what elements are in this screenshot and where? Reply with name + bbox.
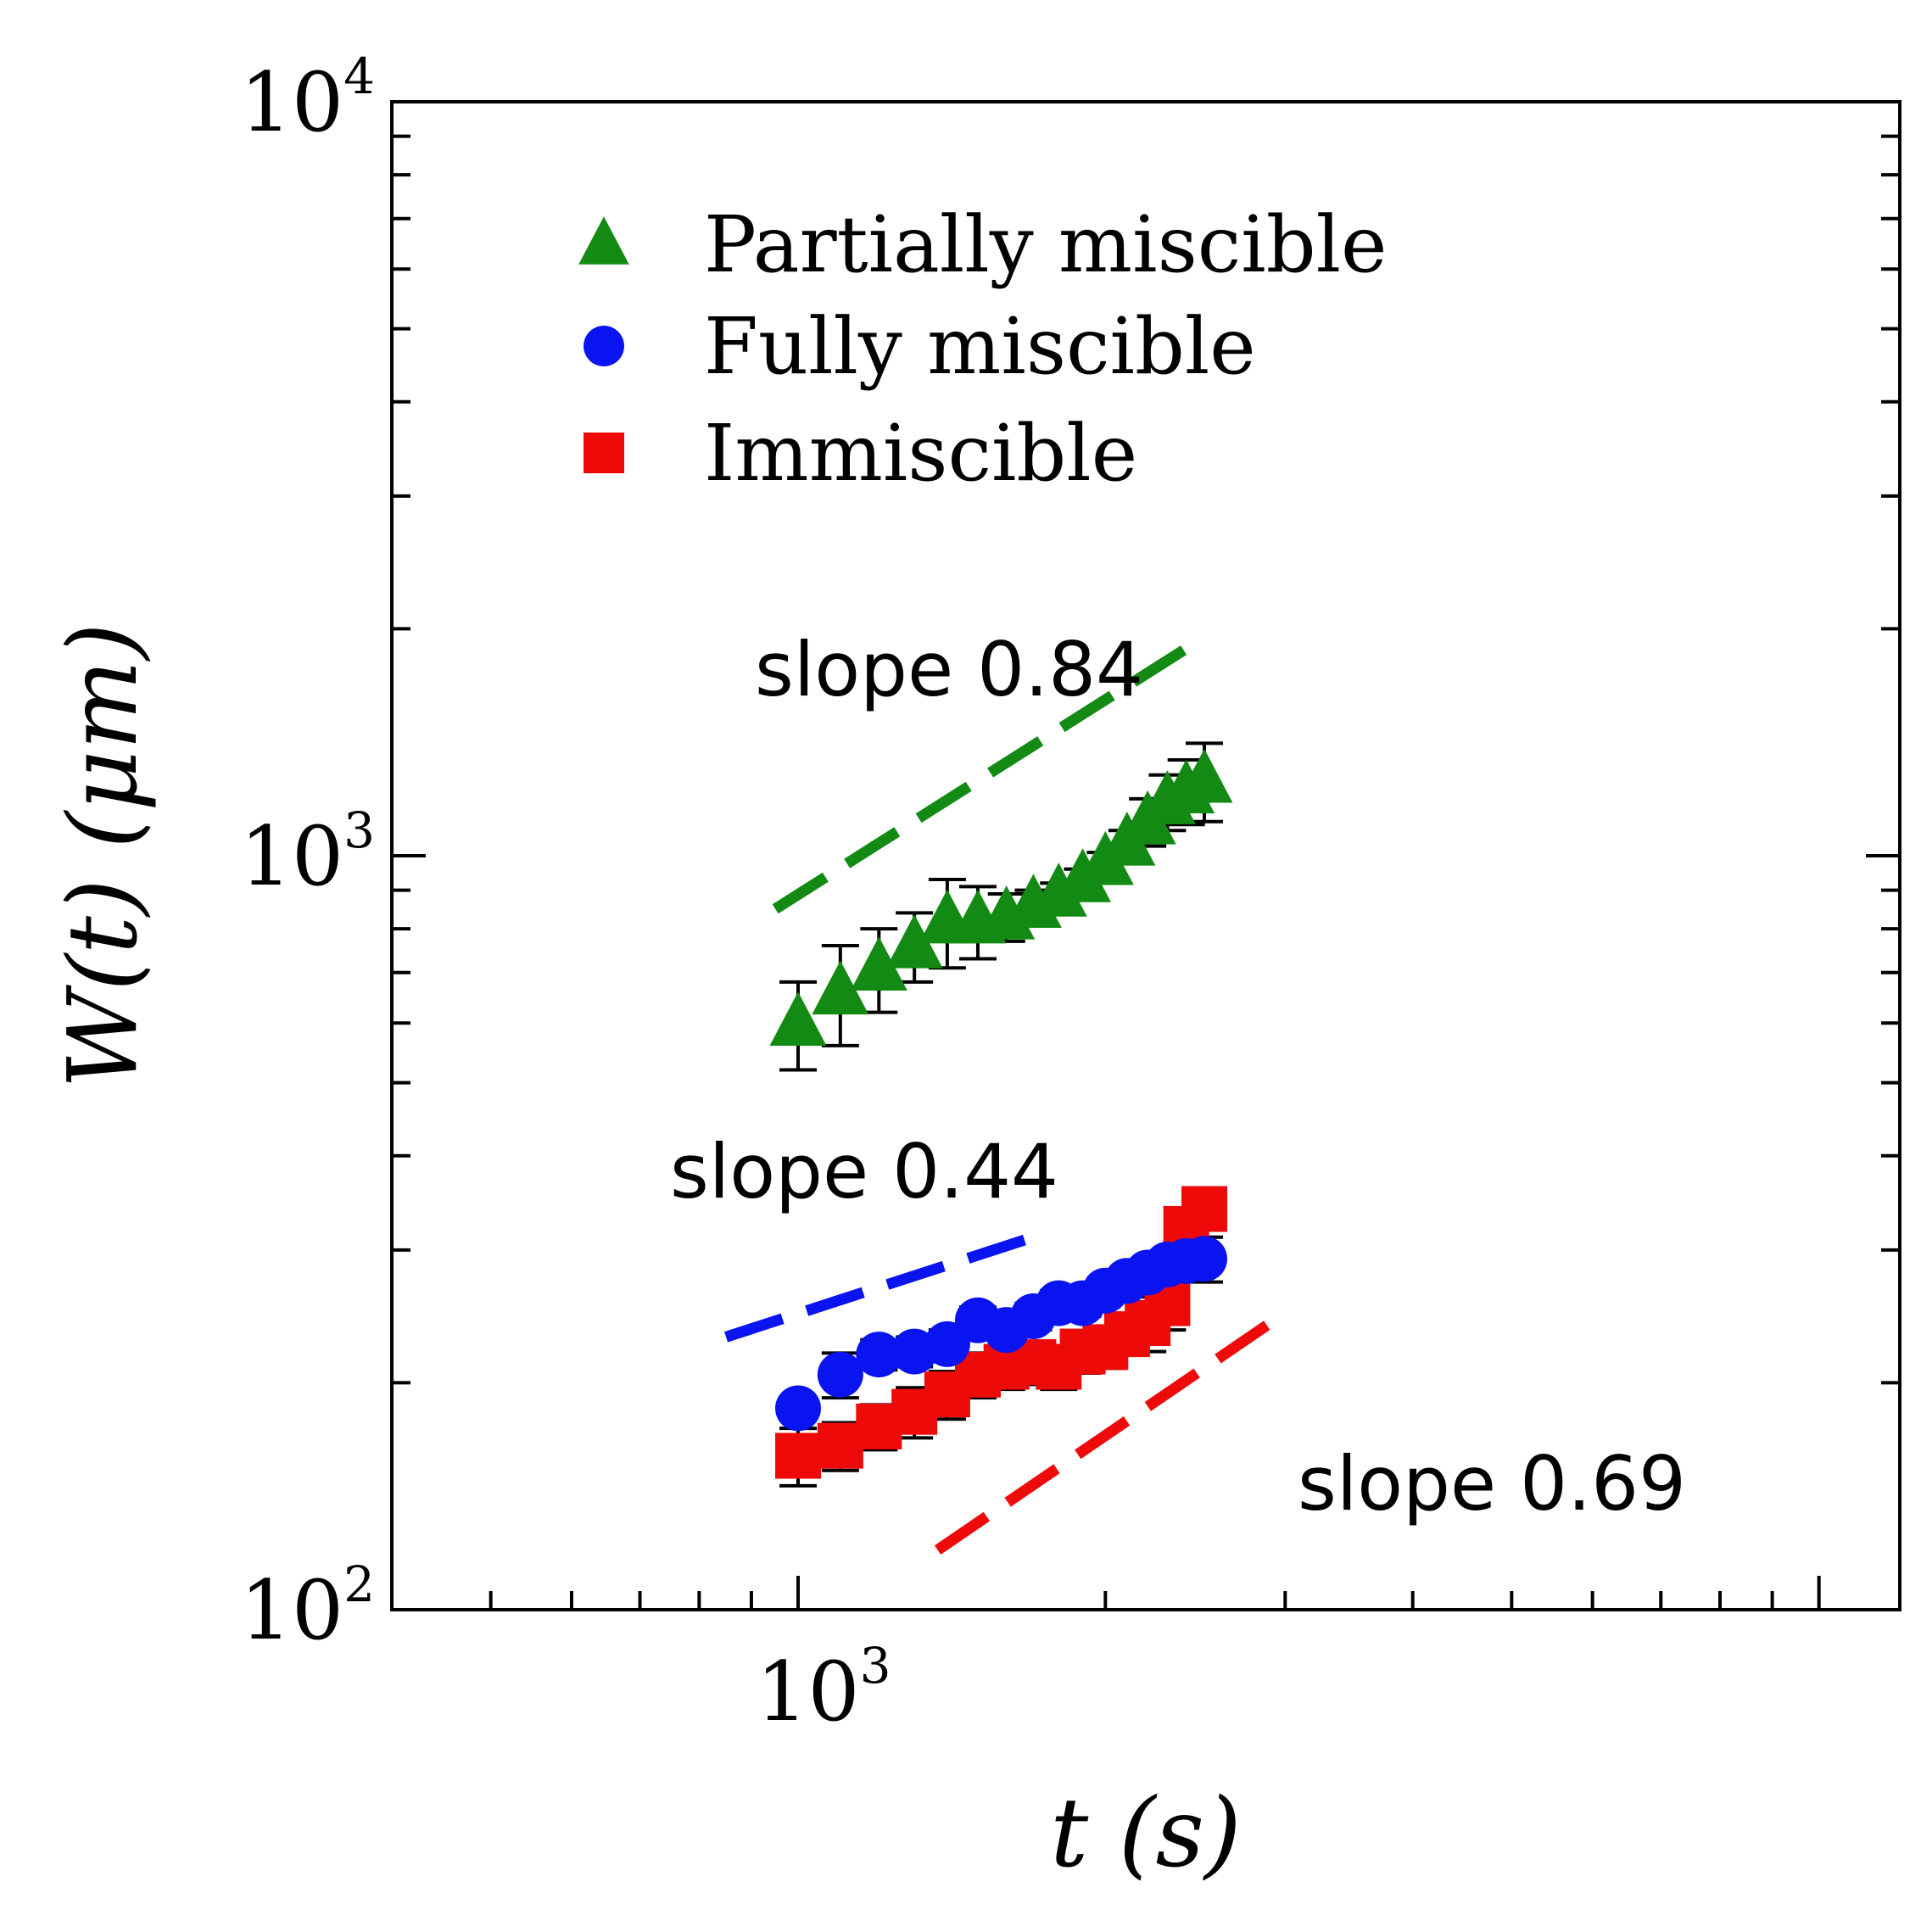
legend-label: Immiscible bbox=[704, 408, 1137, 499]
axis-ticks bbox=[392, 134, 1900, 1611]
fit-lines bbox=[724, 632, 1274, 1555]
data-point bbox=[1181, 1236, 1227, 1282]
legend-label: Fully miscible bbox=[704, 301, 1256, 392]
data-point bbox=[774, 1432, 821, 1479]
y-tick-label: 102 bbox=[240, 1555, 375, 1658]
y-tick-label: 103 bbox=[240, 801, 375, 904]
legend-entry: Immiscible bbox=[584, 408, 1137, 499]
legend-marker bbox=[578, 216, 629, 265]
legend-label: Partially miscible bbox=[704, 199, 1388, 290]
data-point bbox=[850, 936, 907, 991]
data-point bbox=[774, 1385, 821, 1432]
y-tick-label: 104 bbox=[240, 47, 375, 150]
slope-label: slope 0.84 bbox=[755, 626, 1143, 713]
legend-entry: Partially miscible bbox=[578, 199, 1388, 290]
slope-label: slope 0.44 bbox=[670, 1128, 1058, 1215]
data-point bbox=[769, 991, 827, 1046]
data-point bbox=[817, 1351, 863, 1398]
legend-entry: Fully miscible bbox=[584, 301, 1256, 392]
data-point bbox=[1030, 863, 1087, 917]
data-point bbox=[1175, 748, 1233, 803]
y-axis-title: W(t) (μm) bbox=[48, 623, 159, 1089]
axis-tick-labels: 102 103 104 103 bbox=[240, 47, 891, 1739]
legend-marker bbox=[584, 433, 624, 473]
data-markers bbox=[769, 748, 1233, 1479]
data-point bbox=[856, 1332, 902, 1378]
data-point bbox=[885, 914, 943, 969]
fit-line-3 bbox=[934, 1318, 1274, 1555]
data-point bbox=[817, 1422, 863, 1469]
legend-marker bbox=[584, 326, 624, 366]
slope-label: slope 0.69 bbox=[1298, 1440, 1686, 1527]
data-point bbox=[1181, 1186, 1227, 1232]
slope-annotations: slope 0.84 slope 0.44 slope 0.69 bbox=[670, 626, 1686, 1527]
x-axis-title: t (s) bbox=[1050, 1778, 1241, 1889]
legend: Partially miscible Fully miscible Immiscib… bbox=[578, 199, 1388, 499]
fit-line-2 bbox=[724, 1227, 1048, 1343]
data-point bbox=[812, 960, 869, 1015]
x-tick-label: 103 bbox=[756, 1637, 891, 1739]
